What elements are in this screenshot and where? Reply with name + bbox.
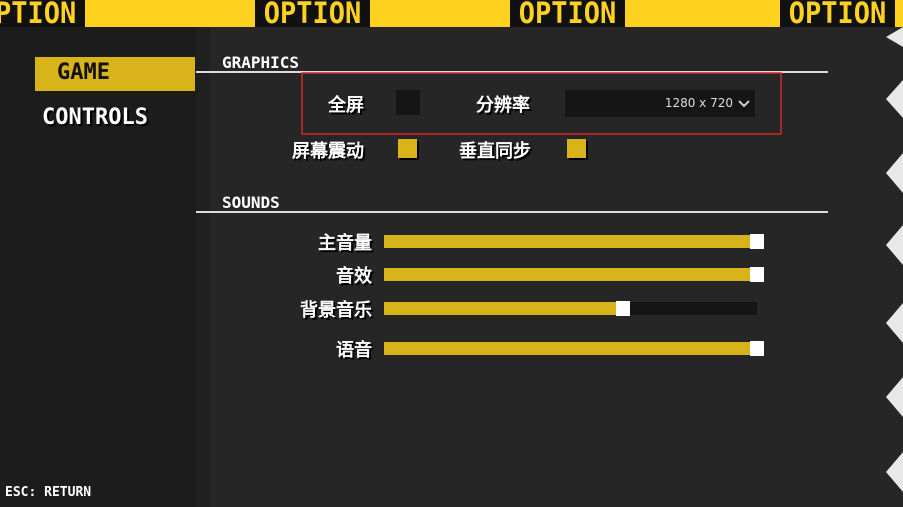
checkbox[interactable]	[567, 139, 586, 158]
menu-highlight	[35, 57, 195, 91]
footer-hint: ESC: RETURN	[5, 485, 92, 500]
chevron	[738, 100, 750, 108]
slider-label: 主音量	[318, 233, 372, 254]
menu-item[interactable]: CONTROLS	[42, 105, 148, 130]
label: 全屏	[328, 95, 364, 116]
checkbox[interactable]	[398, 139, 417, 158]
label: 分辨率	[476, 95, 530, 116]
banner-block: OPTION	[255, 0, 370, 27]
banner-text: OPTION	[263, 0, 362, 27]
label: 垂直同步	[459, 141, 531, 162]
slider-fill	[384, 268, 757, 281]
slider-fill	[384, 235, 757, 248]
label: 屏幕震动	[292, 141, 364, 162]
slider-label: 背景音乐	[300, 300, 372, 321]
section-title: GRAPHICS	[222, 53, 300, 72]
slider-handle[interactable]	[750, 341, 764, 356]
menu-item[interactable]: GAME	[57, 60, 110, 85]
dropdown[interactable]: 1280 x 720	[565, 90, 755, 117]
banner-text: OPTION	[0, 0, 77, 27]
slider-fill	[384, 342, 757, 355]
slider-handle[interactable]	[750, 234, 764, 249]
banner-text: OPTION	[518, 0, 617, 27]
slider-label: 语音	[336, 340, 372, 361]
banner-block: OPTION	[0, 0, 85, 27]
slider-fill	[384, 302, 623, 315]
slider-label: 音效	[336, 266, 372, 287]
banner-block: OPTION	[510, 0, 625, 27]
dropdown-value: 1280 x 720	[664, 96, 733, 110]
banner-text: OPTION	[788, 0, 887, 27]
slider-handle[interactable]	[750, 267, 764, 282]
checkbox[interactable]	[396, 90, 420, 115]
section-title: SOUNDS	[222, 193, 280, 212]
slider-handle[interactable]	[615, 301, 630, 316]
banner-block: OPTION	[780, 0, 895, 27]
